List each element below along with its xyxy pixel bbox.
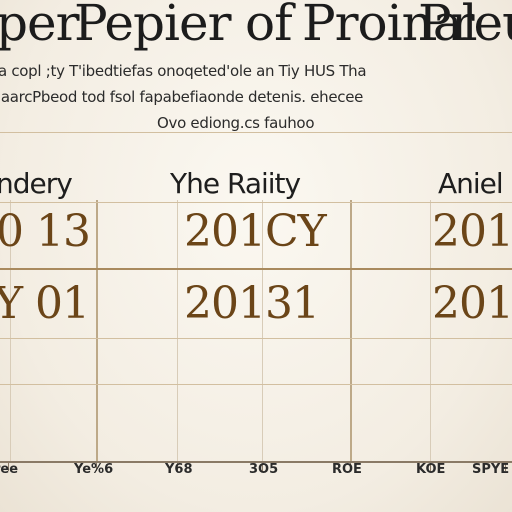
year-cell-r1-c1: 0 13 — [0, 206, 91, 257]
grid-vertical-line — [96, 200, 98, 462]
axis-tick — [505, 463, 506, 471]
title-fragment-1: per — [0, 0, 79, 52]
column-header-3: Aniel — [438, 167, 504, 200]
column-header-2: Yhe Raiity — [170, 167, 301, 200]
axis-tick — [262, 463, 263, 471]
grid-horizontal-line — [0, 268, 512, 270]
subtitle-line-2: aaarcPbeod tod fsol fapabefiaonde deteni… — [0, 88, 364, 106]
title-fragment-5: Preut — [418, 0, 512, 52]
header-rule — [0, 132, 512, 133]
axis-tick-label-2: Ye%6 — [74, 462, 114, 477]
year-cell-r1-c2: 201CY — [184, 206, 327, 257]
grid-horizontal-line — [0, 338, 512, 339]
grid-horizontal-line — [0, 202, 512, 203]
axis-tick — [430, 463, 431, 471]
grid-vertical-line — [262, 200, 263, 462]
axis-tick — [177, 463, 178, 471]
year-cell-r2-c1: Y 01 — [0, 278, 90, 329]
column-header-1: ndery — [0, 167, 73, 200]
year-cell-r2-c3: 201 — [432, 278, 512, 329]
axis-tick-label-5: ROE — [332, 462, 362, 477]
axis-tick-label-7: SPYE — [472, 462, 510, 477]
x-axis — [0, 461, 512, 463]
grid-vertical-line — [177, 200, 178, 462]
grid-horizontal-line — [0, 384, 512, 385]
axis-tick-label-1: ree — [0, 462, 19, 477]
title-fragment-3: of — [245, 0, 293, 52]
subtitle-line-3: Ovo ediong.cs fauhoo — [157, 114, 315, 132]
year-cell-r2-c2: 20131 — [184, 278, 320, 329]
axis-tick — [350, 463, 351, 471]
grid-vertical-line — [430, 200, 431, 462]
axis-tick-label-4: 3O5 — [249, 462, 279, 477]
axis-tick-label-6: KOE — [416, 462, 446, 477]
title-fragment-2: Pepier — [74, 0, 231, 52]
axis-tick-label-3: Y68 — [165, 462, 193, 477]
axis-tick — [96, 463, 97, 471]
year-cell-r1-c3: 201 — [432, 206, 512, 257]
grid-vertical-line — [350, 200, 352, 462]
title-fragment-4: Proinal — [302, 0, 478, 52]
axis-tick — [8, 463, 9, 471]
subtitle-line-1: a copl ;ty T'ibedtiefas onoqeted'ole an … — [0, 62, 367, 80]
grid-vertical-line — [10, 200, 11, 462]
